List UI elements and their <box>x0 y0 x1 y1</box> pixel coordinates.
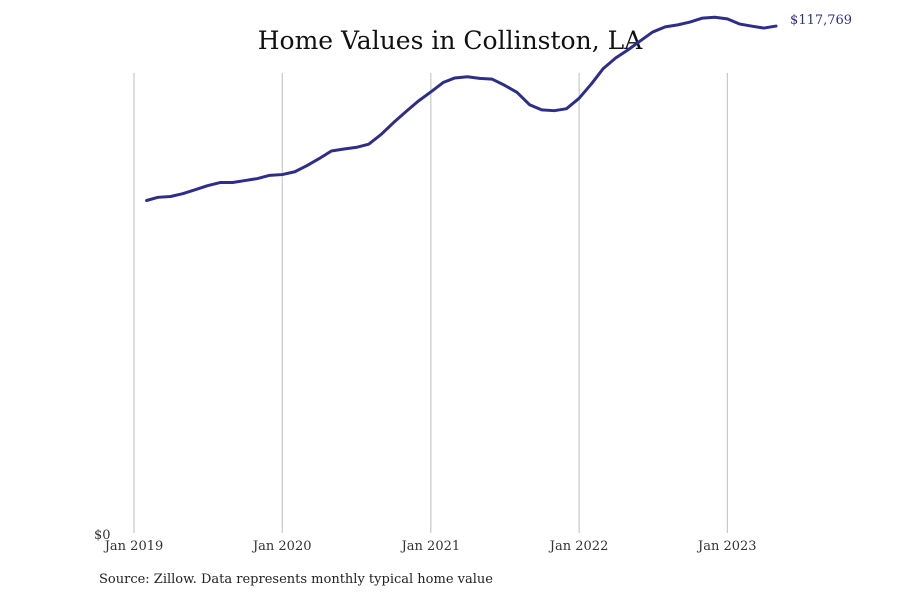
gridlines <box>133 73 728 533</box>
x-axis-tick-label: Jan 2020 <box>251 539 312 554</box>
home-value-line <box>145 15 778 202</box>
x-axis-ticks: Jan 2019 Jan 2020 Jan 2021 Jan 2022 Jan 2023 <box>103 539 757 554</box>
y-axis-tick-label: $0 <box>94 528 111 543</box>
chart-title: Home Values in Collinston, LA <box>257 26 643 55</box>
source-note: Source: Zillow. Data represents monthly … <box>99 572 493 587</box>
x-axis-tick-label: Jan 2019 <box>103 539 164 554</box>
x-axis-tick-label: Jan 2021 <box>400 539 461 554</box>
x-axis-tick-label: Jan 2023 <box>696 539 757 554</box>
x-axis-tick-label: Jan 2022 <box>548 539 609 554</box>
latest-value-label: $117,769 <box>790 13 852 28</box>
